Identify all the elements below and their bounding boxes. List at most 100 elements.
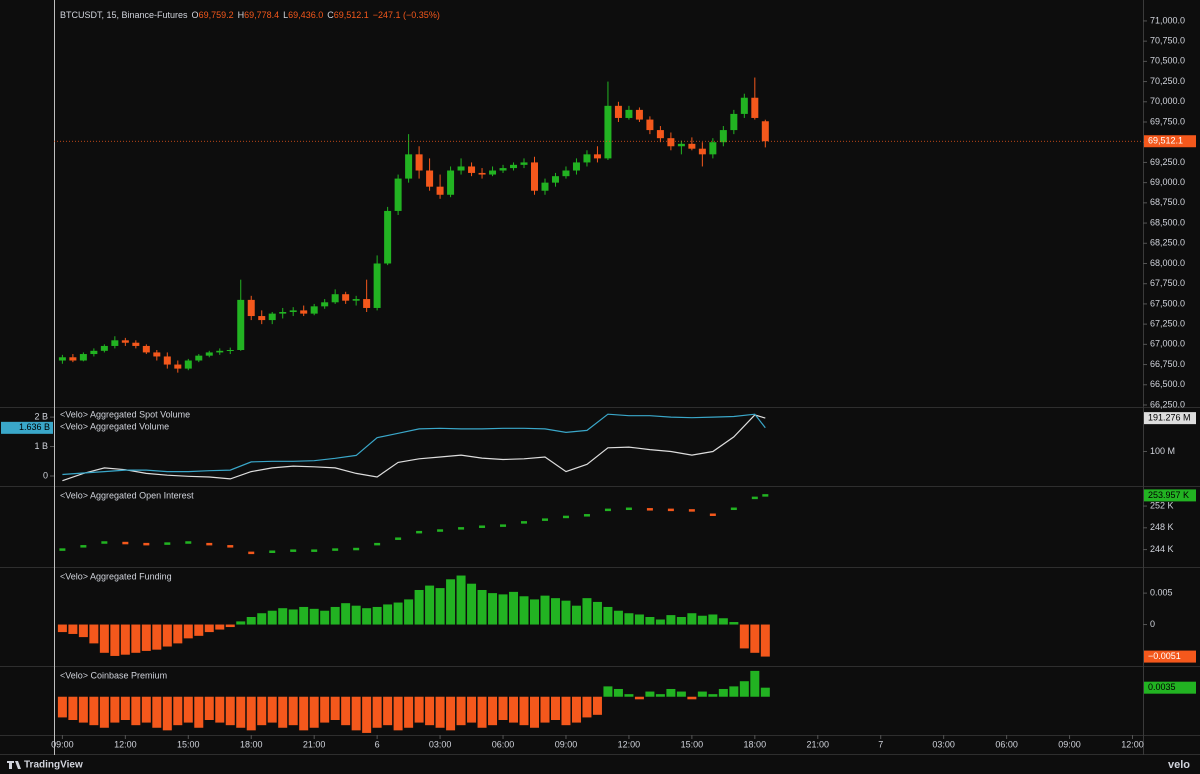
candle-body [646, 119, 654, 131]
candle-body [310, 306, 318, 314]
bar [141, 624, 151, 651]
bar [655, 619, 665, 625]
bar [351, 696, 361, 731]
legend-value: 69,512.1 [334, 10, 369, 20]
candle-body [352, 299, 360, 301]
y-tick-label: 68,000.0 [1150, 258, 1185, 268]
bar [414, 589, 424, 625]
candle-body [510, 164, 518, 169]
last-value-label: −0.0051 [1148, 651, 1181, 661]
last-value-label: 0.0035 [1148, 682, 1176, 692]
bar [603, 686, 613, 697]
candle-body [709, 142, 717, 155]
y-tick-label: 69,000.0 [1150, 177, 1185, 187]
bar [288, 609, 298, 625]
bar [299, 696, 309, 731]
x-tick-label: 09:00 [1058, 739, 1081, 749]
bar [666, 688, 676, 697]
bar [666, 615, 676, 625]
candle-body [90, 350, 98, 355]
candle-body [258, 316, 266, 321]
bar [624, 613, 634, 625]
y-tick-label: 244 K [1150, 544, 1174, 554]
y-tick-label: 66,750.0 [1150, 359, 1185, 369]
symbol-legend: BTCUSDT, 15, Binance-Futures O69,759.2 H69… [60, 10, 440, 20]
x-tick-label: 03:00 [932, 739, 955, 749]
bar [341, 696, 351, 726]
candle-body [69, 357, 77, 361]
y-tick-label: 69,250.0 [1150, 157, 1185, 167]
y-tick-label: 66,500.0 [1150, 379, 1185, 389]
x-tick-label: 15:00 [681, 739, 704, 749]
bar [488, 593, 498, 625]
bar [414, 696, 424, 723]
candle-body [405, 154, 413, 179]
series-line [62, 413, 766, 476]
bar [383, 696, 393, 726]
bar [57, 696, 67, 718]
bar [225, 696, 235, 726]
candle-body [415, 154, 423, 171]
bar [299, 606, 309, 625]
bar [267, 696, 277, 723]
bar [425, 696, 435, 726]
candle-body [625, 109, 633, 118]
candle-body [583, 154, 591, 163]
bar [760, 624, 770, 657]
bar [498, 696, 508, 721]
bar [183, 624, 193, 639]
bar [330, 606, 340, 625]
bar [68, 696, 78, 721]
bar [613, 610, 623, 625]
bar [467, 583, 477, 625]
bar [393, 696, 403, 731]
bar [739, 624, 749, 649]
x-tick-label: 6 [375, 739, 380, 749]
bar [729, 622, 739, 625]
candle-body [132, 342, 140, 346]
bar [89, 696, 99, 726]
bar [467, 696, 477, 723]
candle-body [216, 350, 224, 353]
candle-body [363, 299, 371, 308]
x-tick-label: 21:00 [303, 739, 326, 749]
bar [561, 696, 571, 726]
candle-body [761, 121, 769, 142]
bar [655, 694, 665, 697]
bar [278, 696, 288, 728]
bar [571, 696, 581, 723]
bar [278, 608, 288, 625]
candle-body [205, 352, 213, 356]
candle-body [142, 345, 150, 353]
candle-body [426, 170, 434, 187]
bar [89, 624, 99, 644]
bar [110, 624, 120, 656]
pane-title: <Velo> Aggregated Funding [60, 571, 172, 581]
tradingview-logo[interactable]: TradingView [7, 760, 83, 771]
bar [488, 696, 498, 726]
candle-body [698, 148, 706, 155]
bar [446, 579, 456, 625]
y-tick-label: 252 K [1150, 500, 1174, 510]
bar [372, 606, 382, 625]
y-tick-label: 68,500.0 [1150, 217, 1185, 227]
candle-body [447, 170, 455, 195]
bar [446, 696, 456, 731]
bar [141, 696, 151, 723]
bar [194, 624, 204, 636]
bar [57, 624, 67, 633]
bar [309, 696, 319, 728]
bar [267, 610, 277, 625]
bar [687, 613, 697, 625]
bar [257, 696, 267, 726]
x-tick-label: 21:00 [807, 739, 830, 749]
y2-tick-label: 100 M [1150, 446, 1175, 456]
bar [530, 696, 540, 728]
x-tick-label: 06:00 [492, 739, 515, 749]
candle-body [478, 172, 486, 175]
y-tick-label: 0 [43, 470, 48, 480]
bar [236, 621, 246, 625]
y-tick-label: 67,250.0 [1150, 319, 1185, 329]
bar [120, 624, 130, 655]
